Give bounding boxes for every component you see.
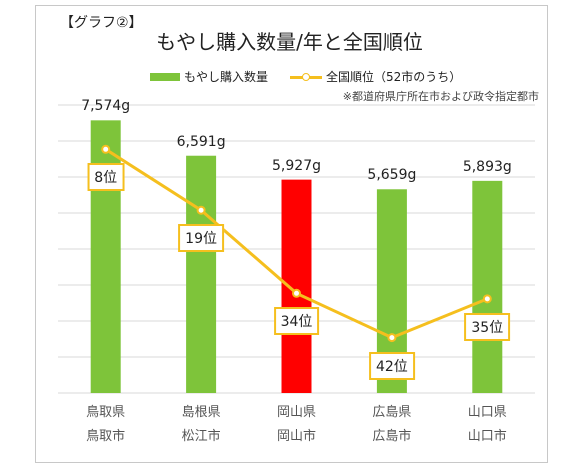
- category-label-line: 広島市: [372, 429, 412, 444]
- rank-label: 35位: [464, 312, 511, 341]
- category-label-line: 山口市: [467, 429, 507, 444]
- category-label-line: 山口県: [467, 405, 507, 420]
- rank-label: 34位: [273, 307, 320, 336]
- rank-label: 8位: [87, 163, 125, 192]
- legend-line-label: 全国順位（52市のうち）: [326, 70, 462, 84]
- rank-label: 42位: [368, 351, 415, 380]
- legend-bar-swatch: [150, 72, 180, 81]
- category-label-line: 松江市: [181, 429, 221, 444]
- category-label-line: 岡山市: [276, 429, 317, 444]
- rank-point: [482, 294, 492, 304]
- category-label: 広島県 広島市: [372, 401, 411, 449]
- rank-label: 19位: [178, 224, 225, 253]
- footnote: ※都道府県庁所在市および政令指定都市: [342, 90, 539, 103]
- bar-value-label: 7,574g: [81, 98, 131, 115]
- bar-value-label: 6,591g: [176, 133, 226, 150]
- category-label-line: 鳥取市: [86, 429, 126, 444]
- category-label: 鳥取県 鳥取市: [86, 401, 125, 449]
- legend-line-swatch: [290, 72, 323, 82]
- bar: [281, 179, 312, 393]
- rank-point: [292, 288, 301, 298]
- category-label: 島根県 松江市: [182, 401, 221, 449]
- bar: [472, 180, 503, 393]
- figure-label: 【グラフ②】: [60, 15, 143, 31]
- category-label-line: 岡山県: [276, 405, 317, 420]
- legend-bar-label: もやし購入数量: [184, 70, 269, 84]
- category-label-line: 島根県: [181, 405, 221, 420]
- chart-title: もやし購入数量/年と全国順位: [156, 30, 423, 54]
- bar-value-label: 5,659g: [367, 167, 417, 184]
- rank-point: [196, 205, 206, 215]
- legend: もやし購入数量 全国順位（52市のうち）: [150, 68, 461, 85]
- bar: [186, 155, 217, 393]
- category-label-line: 広島県: [372, 405, 412, 420]
- rank-point: [101, 144, 111, 154]
- category-label-line: 鳥取県: [86, 405, 126, 420]
- rank-point: [387, 333, 397, 343]
- category-label: 岡山県 岡山市: [277, 401, 316, 449]
- category-label: 山口県 山口市: [468, 401, 507, 449]
- bar: [90, 120, 121, 393]
- bar-value-label: 5,927g: [272, 157, 321, 174]
- bar-value-label: 5,893g: [462, 158, 512, 175]
